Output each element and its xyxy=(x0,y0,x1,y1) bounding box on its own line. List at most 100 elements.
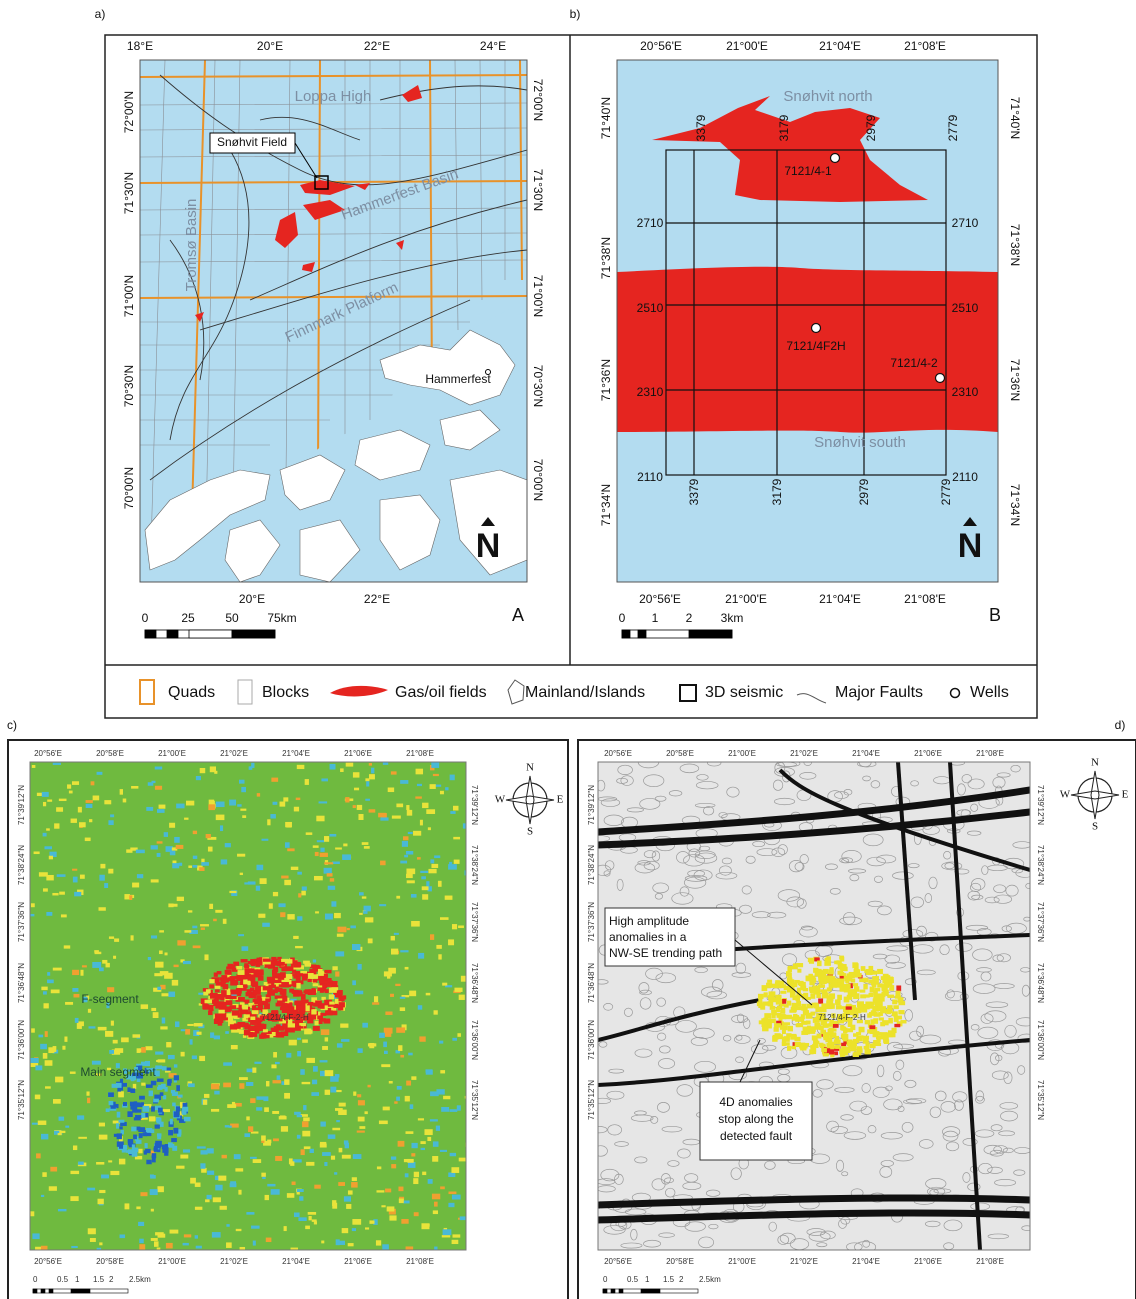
texture xyxy=(262,1177,265,1179)
texture xyxy=(31,1028,35,1032)
anomaly xyxy=(146,1160,151,1165)
anomaly xyxy=(827,1045,831,1048)
texture xyxy=(409,991,416,997)
texture xyxy=(428,1179,433,1184)
texture xyxy=(48,1047,54,1053)
texture xyxy=(389,1081,393,1084)
texture xyxy=(406,805,409,810)
texture xyxy=(43,833,47,837)
texture xyxy=(345,1143,349,1149)
texture xyxy=(53,1099,61,1104)
texture xyxy=(239,1077,248,1080)
anomaly xyxy=(791,1007,797,1012)
texture xyxy=(377,1166,381,1169)
texture xyxy=(196,776,201,780)
texture xyxy=(98,907,105,911)
anomaly xyxy=(252,1005,256,1010)
anomaly xyxy=(145,1143,148,1148)
anomaly xyxy=(174,1075,179,1080)
texture xyxy=(43,991,47,994)
texture xyxy=(200,1150,207,1154)
anomaly xyxy=(782,999,786,1004)
anomaly xyxy=(817,961,822,967)
y-tick-label: 71°36'48"N xyxy=(587,963,596,1003)
anomaly xyxy=(888,1018,893,1024)
anomaly xyxy=(824,962,831,966)
texture xyxy=(380,817,388,820)
texture xyxy=(34,851,40,854)
texture xyxy=(308,1212,316,1215)
texture xyxy=(71,819,77,823)
texture xyxy=(391,936,395,941)
scale-bar xyxy=(33,1289,128,1293)
anomaly xyxy=(252,1010,259,1014)
texture xyxy=(181,1052,185,1057)
texture xyxy=(316,816,324,822)
anomaly xyxy=(326,983,331,987)
texture xyxy=(443,1096,450,1099)
panel-letter: A xyxy=(512,605,524,625)
texture xyxy=(206,834,211,838)
anomaly xyxy=(293,962,300,968)
anomaly xyxy=(237,991,241,997)
anomaly xyxy=(776,999,782,1005)
x-tick-label: 21°00'E xyxy=(725,592,767,606)
y-tick-label: 71°30'N xyxy=(122,172,136,214)
texture xyxy=(405,1131,413,1134)
anomaly xyxy=(837,995,842,1000)
anomaly xyxy=(304,963,311,967)
texture xyxy=(265,1195,269,1200)
anomaly xyxy=(157,1133,161,1136)
inline-label: 2779 xyxy=(939,478,953,505)
texture xyxy=(330,878,334,881)
texture xyxy=(465,1143,473,1147)
texture xyxy=(336,1120,340,1122)
anomaly xyxy=(311,1009,316,1014)
scale-segment xyxy=(49,1289,53,1293)
texture xyxy=(120,789,123,795)
x-tick-label: 21°08'E xyxy=(406,749,434,758)
texture xyxy=(363,910,367,913)
texture xyxy=(315,911,319,913)
texture xyxy=(453,806,458,811)
scale-segment xyxy=(619,1289,623,1293)
x-tick-label: 20°56'E xyxy=(34,1257,62,1266)
scale-label: 0 xyxy=(619,611,626,625)
texture xyxy=(151,781,155,783)
texture xyxy=(45,1060,53,1066)
y-tick-label: 71°35'12"N xyxy=(587,1080,596,1120)
texture xyxy=(176,845,184,849)
texture xyxy=(299,1196,303,1201)
callout-text: stop along the xyxy=(718,1112,794,1126)
texture xyxy=(208,804,215,810)
texture xyxy=(407,1159,413,1163)
anomaly xyxy=(834,1039,841,1044)
anomaly xyxy=(869,1025,875,1029)
anomaly xyxy=(176,1085,180,1091)
anomaly xyxy=(265,998,270,1002)
texture xyxy=(192,1055,197,1059)
texture xyxy=(371,768,374,774)
anomaly xyxy=(882,992,888,996)
texture xyxy=(220,825,223,831)
texture xyxy=(32,1233,39,1239)
anomaly xyxy=(796,1006,802,1010)
anomaly xyxy=(281,959,288,962)
texture xyxy=(303,1105,306,1110)
x-tick-label: 21°04'E xyxy=(852,749,880,758)
texture xyxy=(155,767,162,770)
anomaly xyxy=(828,1023,833,1027)
y-tick-label: 70°00'N xyxy=(122,467,136,509)
texture xyxy=(86,804,93,808)
texture xyxy=(297,1115,302,1117)
anomaly xyxy=(274,1026,278,1030)
texture xyxy=(431,762,439,768)
map-c xyxy=(30,762,473,1256)
anomaly xyxy=(258,961,263,965)
panel-label: a) xyxy=(95,7,106,21)
anomaly xyxy=(893,1005,898,1009)
texture xyxy=(297,916,302,920)
texture xyxy=(342,1155,351,1159)
texture xyxy=(110,814,114,817)
anomaly xyxy=(766,983,772,988)
